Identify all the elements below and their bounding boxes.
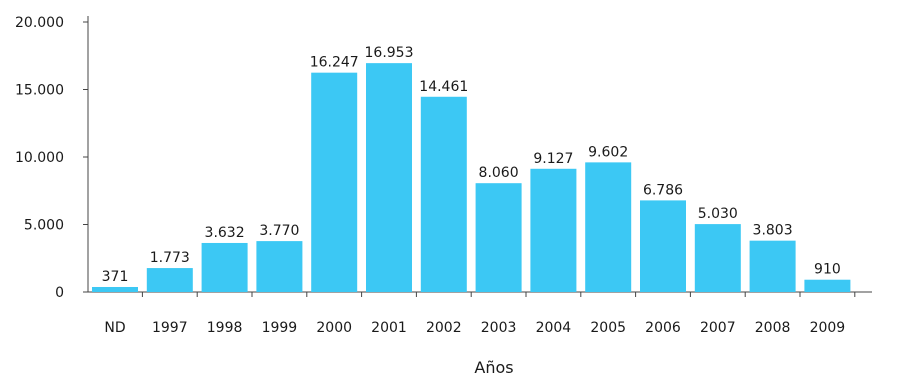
x-tick-label: 2003 — [481, 320, 517, 336]
bars — [92, 63, 851, 293]
data-label: 371 — [102, 269, 129, 285]
data-label: 5.030 — [698, 206, 738, 222]
x-tick-label: 2008 — [755, 320, 791, 336]
y-tick-label: 15.000 — [15, 83, 64, 99]
bar — [311, 72, 358, 292]
bar — [146, 268, 193, 292]
bar — [420, 96, 467, 293]
bar — [256, 241, 303, 292]
x-tick-label: 2004 — [536, 320, 572, 336]
data-label: 8.060 — [479, 165, 519, 181]
bar — [201, 242, 248, 292]
bar — [366, 63, 412, 293]
bar — [475, 183, 522, 292]
x-tick-label: 2002 — [426, 320, 462, 336]
data-label: 1.773 — [150, 250, 190, 266]
y-tick-label: 5.000 — [24, 218, 64, 234]
bar — [694, 224, 741, 292]
y-tick-label: 10.000 — [15, 150, 64, 166]
x-axis-title: Años — [474, 358, 513, 377]
bar — [530, 168, 577, 292]
data-label: 6.786 — [643, 182, 683, 198]
x-tick-label: 2001 — [371, 320, 407, 336]
x-tick-label: ND — [104, 320, 125, 336]
y-tick-label: 20.000 — [15, 15, 64, 31]
x-tick-label: 1997 — [152, 320, 188, 336]
data-label: 910 — [814, 262, 841, 278]
data-label: 3.632 — [205, 225, 245, 241]
data-label: 3.770 — [259, 223, 299, 239]
x-tick-label: 2007 — [700, 320, 736, 336]
data-label: 3.803 — [753, 223, 793, 239]
bar — [92, 286, 138, 292]
x-tick-label: 2005 — [590, 320, 626, 336]
data-label: 9.602 — [588, 144, 628, 160]
bar — [640, 200, 686, 292]
x-tick-label: 1999 — [262, 320, 298, 336]
x-tick-label: 2006 — [645, 320, 681, 336]
x-tick-label: 2009 — [810, 320, 846, 336]
x-tick-label: 1998 — [207, 320, 243, 336]
y-axis: 0 5.000 10.000 15.000 20.000 — [15, 15, 89, 301]
data-label: 16.247 — [310, 55, 359, 71]
data-label: 16.953 — [365, 45, 414, 61]
bar — [749, 240, 796, 292]
bar — [804, 279, 851, 292]
y-tick-label: 0 — [55, 285, 64, 301]
bar — [585, 162, 632, 292]
data-label: 14.461 — [419, 79, 468, 95]
data-labels: 371 1.773 3.632 3.770 16.247 16.953 14.461 8.06… — [102, 45, 841, 285]
data-label: 9.127 — [533, 151, 573, 167]
x-tick-label: 2000 — [316, 320, 352, 336]
x-axis: ND 1997 1998 1999 2000 2001 2002 2003 2004 2005 20… — [88, 291, 872, 336]
